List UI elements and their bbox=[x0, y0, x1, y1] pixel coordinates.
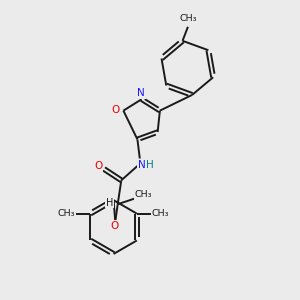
Text: CH₃: CH₃ bbox=[179, 14, 197, 23]
Text: CH₃: CH₃ bbox=[135, 190, 152, 199]
Text: N: N bbox=[138, 160, 146, 170]
Text: N: N bbox=[137, 88, 145, 98]
Text: H: H bbox=[146, 160, 154, 170]
Text: O: O bbox=[112, 105, 120, 115]
Text: O: O bbox=[111, 221, 119, 231]
Text: O: O bbox=[94, 161, 102, 171]
Text: H: H bbox=[106, 198, 113, 208]
Text: CH₃: CH₃ bbox=[58, 209, 75, 218]
Text: CH₃: CH₃ bbox=[152, 209, 169, 218]
